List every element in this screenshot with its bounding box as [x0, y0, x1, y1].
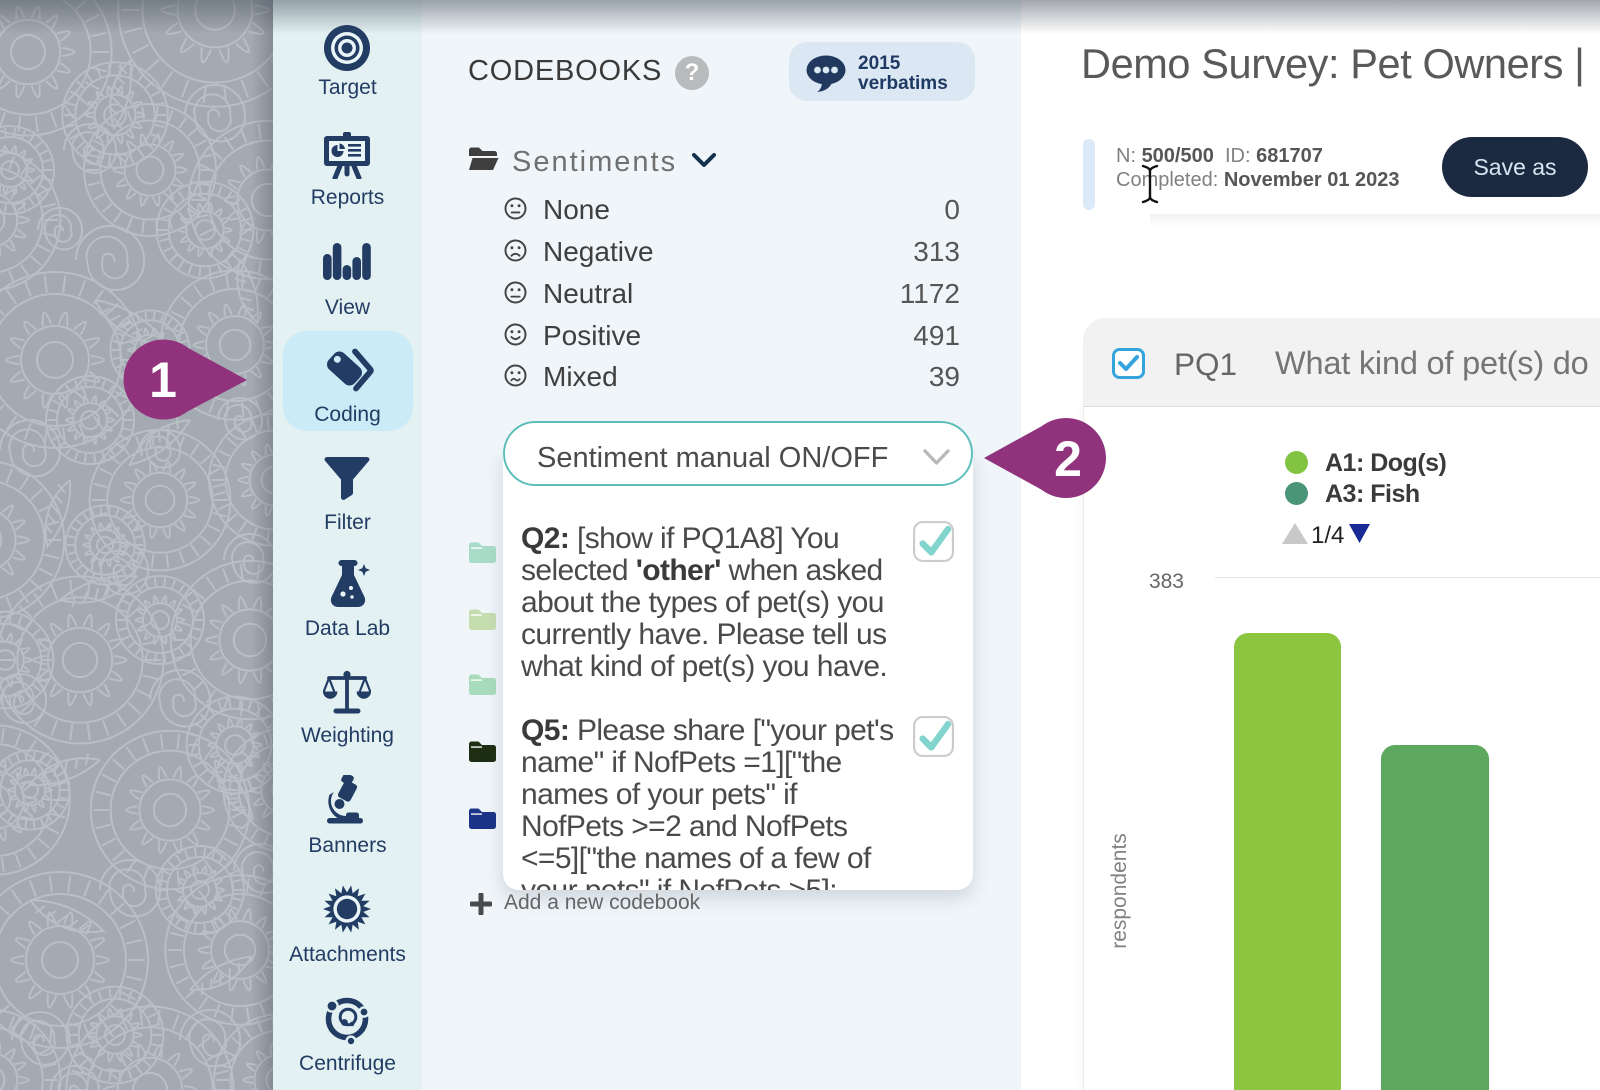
svg-text:2: 2	[1054, 431, 1082, 487]
svg-text:1: 1	[149, 352, 177, 408]
